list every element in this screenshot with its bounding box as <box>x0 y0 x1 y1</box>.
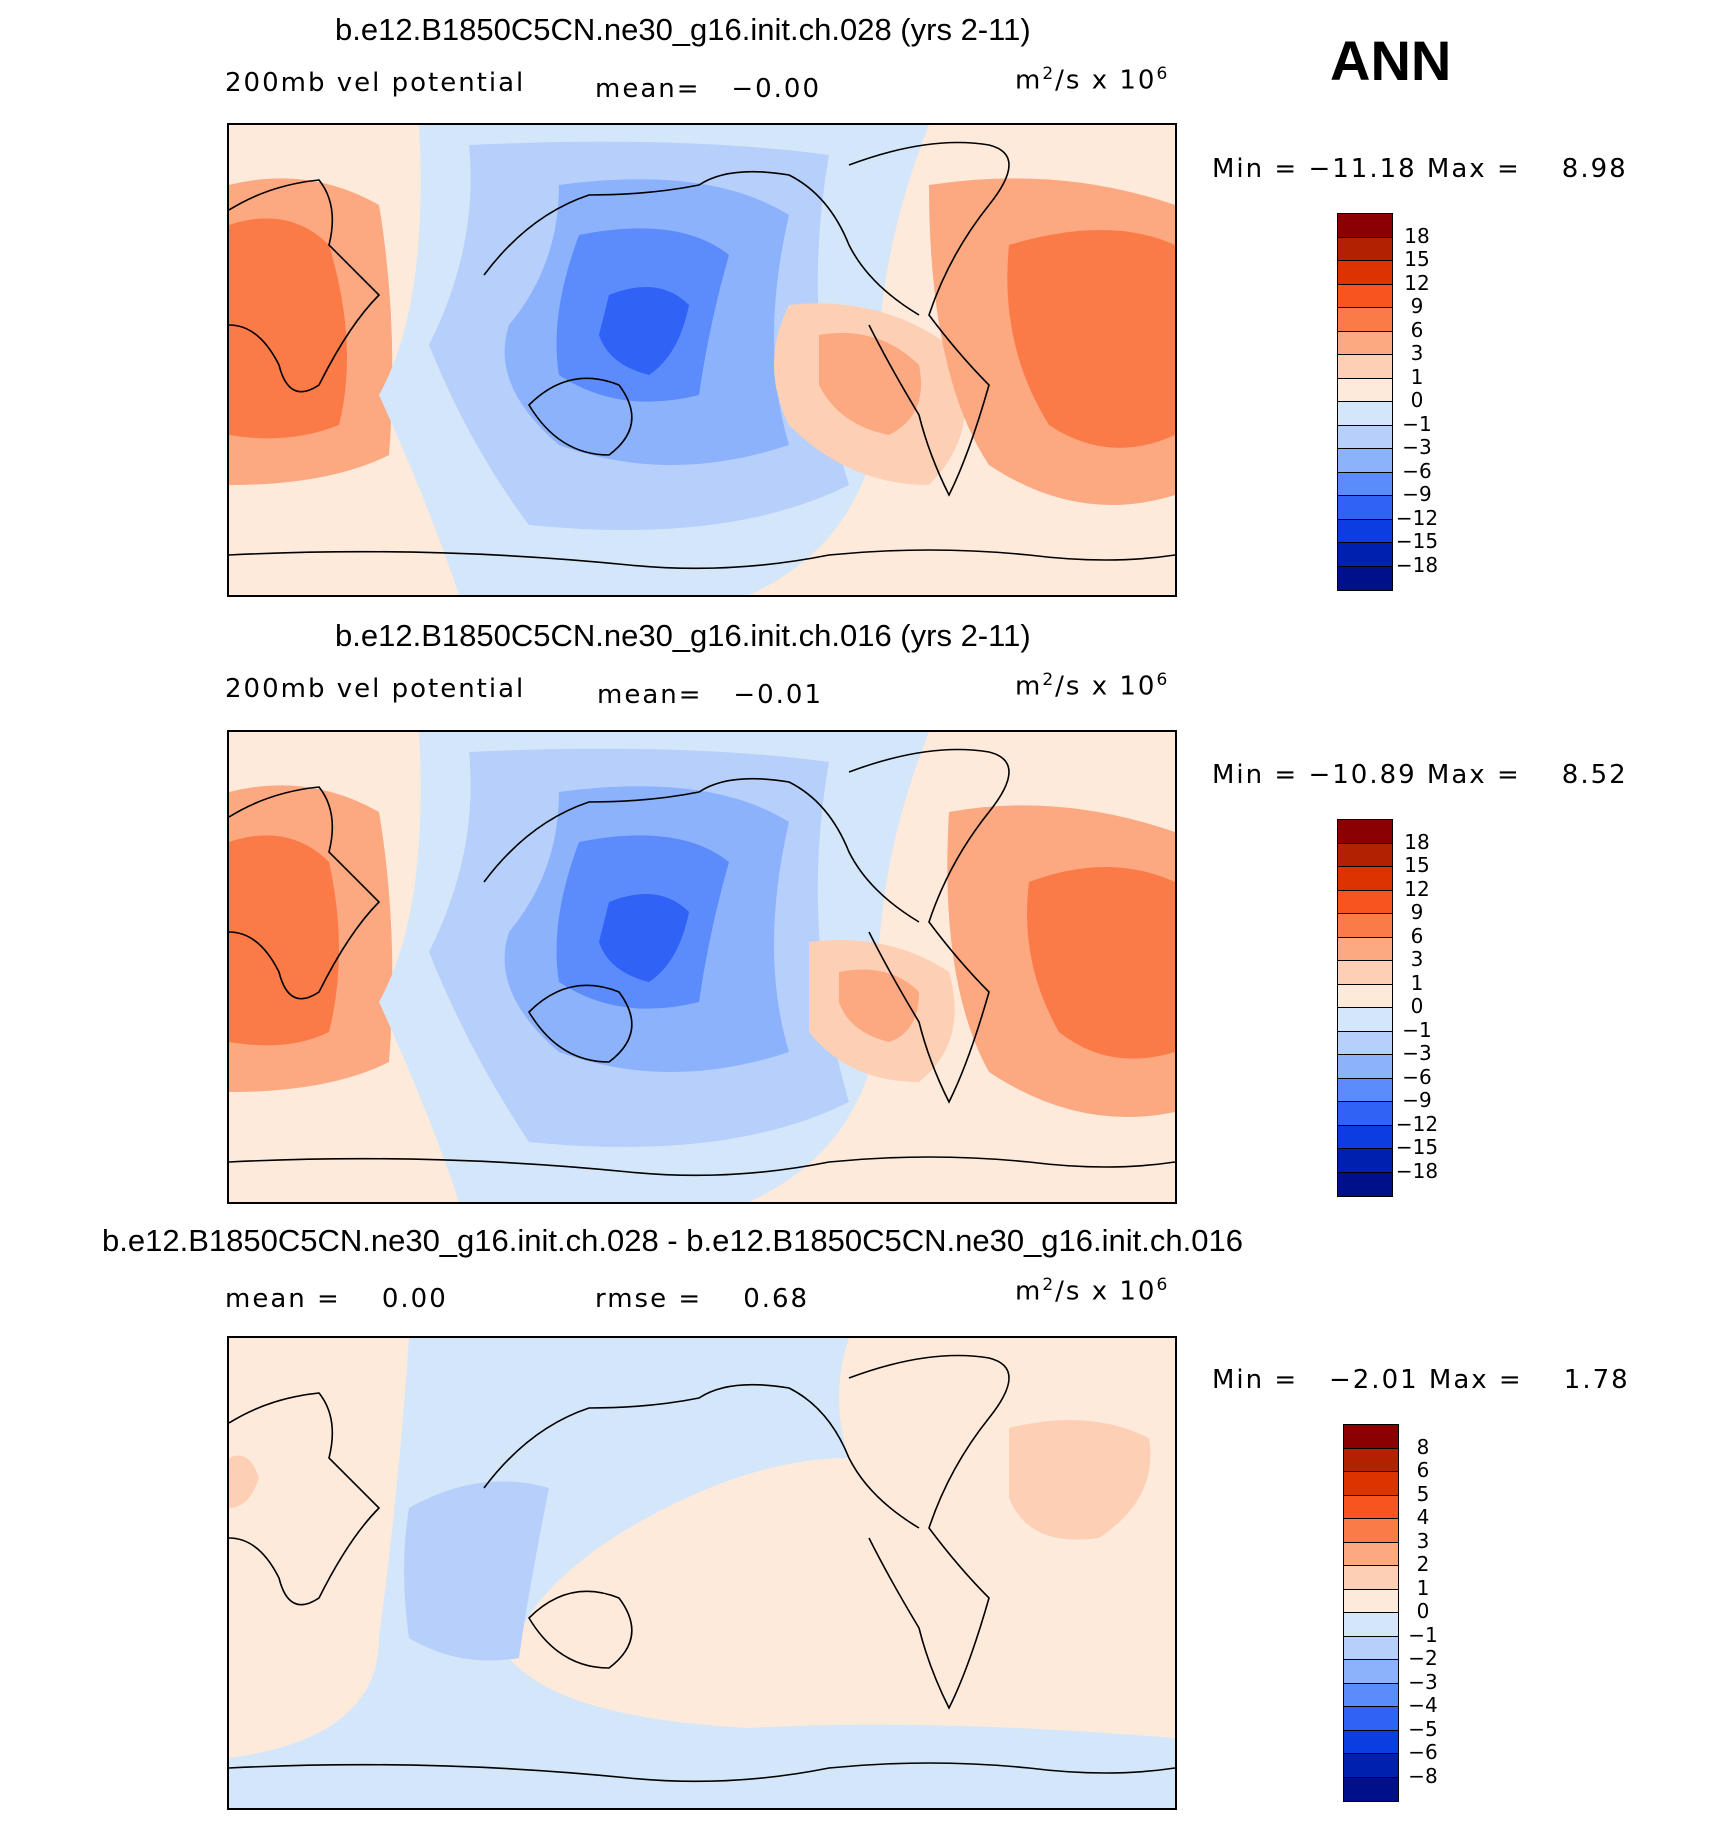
colorbar-tick-label: 3 <box>1410 947 1424 971</box>
colorbar-tick-label: −6 <box>1402 458 1432 483</box>
colorbar-tick-label: −3 <box>1402 435 1432 459</box>
colorbar-tick-label: 9 <box>1410 900 1424 924</box>
panel3-rmse: rmse = 0.68 <box>595 1284 810 1314</box>
panel2-minmax: Min = −10.89 Max = 8.52 <box>1212 760 1628 790</box>
colorbar-tick-label: 1 <box>1416 1575 1430 1600</box>
colorbar-tick-label: 3 <box>1416 1528 1430 1553</box>
colorbar-tick-label: 15 <box>1404 247 1430 271</box>
panel3-title: b.e12.B1850C5CN.ne30_g16.init.ch.028 - b… <box>102 1223 1243 1258</box>
colorbar-tick-label: −3 <box>1408 1669 1438 1694</box>
colorbar-tick-label: −1 <box>1408 1622 1438 1647</box>
colorbar-tick-label: 12 <box>1404 270 1430 295</box>
colorbar-tick-label: 6 <box>1410 317 1424 342</box>
colorbar-tick-label: −18 <box>1395 552 1439 577</box>
colorbar-tick-label: −15 <box>1395 1135 1439 1159</box>
colorbar-tick-label: 15 <box>1404 853 1430 877</box>
colorbar-tick-label: 8 <box>1416 1434 1430 1459</box>
colorbar-tick-label: 5 <box>1416 1481 1430 1506</box>
panel3-map <box>227 1336 1177 1810</box>
panel3-colorbar <box>1343 1424 1399 1802</box>
panel3-units: m2/s x 106 <box>1015 1275 1170 1307</box>
colorbar-tick-label: −6 <box>1408 1740 1438 1764</box>
colorbar-tick-label: −5 <box>1408 1716 1438 1741</box>
colorbar-tick-label: 18 <box>1404 829 1430 854</box>
panel2-map <box>227 730 1177 1204</box>
colorbar-tick-label: −18 <box>1395 1158 1439 1183</box>
season-label: ANN <box>1330 29 1452 92</box>
panel1-map <box>227 123 1177 597</box>
colorbar-tick-label: −6 <box>1402 1064 1432 1089</box>
colorbar-tick-label: −9 <box>1402 482 1432 506</box>
panel3-minmax: Min = −2.01 Max = 1.78 <box>1212 1365 1630 1395</box>
colorbar-tick-label: −15 <box>1395 529 1439 553</box>
colorbar-tick-label: 12 <box>1404 876 1430 901</box>
panel2-variable: 200mb vel potential <box>225 674 526 704</box>
panel1-colorbar <box>1337 213 1393 591</box>
panel1-mean: mean= −0.00 <box>595 74 821 104</box>
colorbar-tick-label: −1 <box>1402 411 1432 436</box>
colorbar-tick-label: 9 <box>1410 294 1424 318</box>
colorbar-tick-label: 0 <box>1410 994 1424 1018</box>
colorbar-tick-label: −12 <box>1395 1111 1439 1136</box>
panel1-minmax: Min = −11.18 Max = 8.98 <box>1212 154 1628 184</box>
colorbar-tick-label: 3 <box>1410 341 1424 365</box>
panel3-mean: mean = 0.00 <box>225 1284 448 1314</box>
colorbar-tick-label: 4 <box>1416 1505 1430 1529</box>
panel1-title: b.e12.B1850C5CN.ne30_g16.init.ch.028 (yr… <box>335 12 1031 47</box>
panel1-units: m2/s x 106 <box>1015 64 1170 96</box>
colorbar-tick-label: 0 <box>1410 388 1424 412</box>
colorbar-tick-label: −12 <box>1395 505 1439 530</box>
panel2-title: b.e12.B1850C5CN.ne30_g16.init.ch.016 (yr… <box>335 618 1031 653</box>
colorbar-tick-label: 1 <box>1410 364 1424 389</box>
colorbar-tick-label: −9 <box>1402 1088 1432 1112</box>
colorbar-tick-label: 0 <box>1416 1599 1430 1623</box>
panel1-variable: 200mb vel potential <box>225 68 526 98</box>
colorbar-tick-label: 18 <box>1404 223 1430 248</box>
colorbar-tick-label: −8 <box>1408 1763 1438 1788</box>
panel2-mean: mean= −0.01 <box>597 680 823 710</box>
colorbar-tick-label: −2 <box>1408 1646 1438 1670</box>
panel2-colorbar <box>1337 819 1393 1197</box>
colorbar-tick-label: 1 <box>1410 970 1424 995</box>
panel2-units: m2/s x 106 <box>1015 670 1170 702</box>
colorbar-tick-label: −4 <box>1408 1693 1438 1717</box>
colorbar-tick-label: 2 <box>1416 1552 1430 1576</box>
colorbar-tick-label: 6 <box>1410 923 1424 948</box>
colorbar-tick-label: −1 <box>1402 1017 1432 1042</box>
colorbar-tick-label: −3 <box>1402 1041 1432 1065</box>
colorbar-tick-label: 6 <box>1416 1458 1430 1482</box>
